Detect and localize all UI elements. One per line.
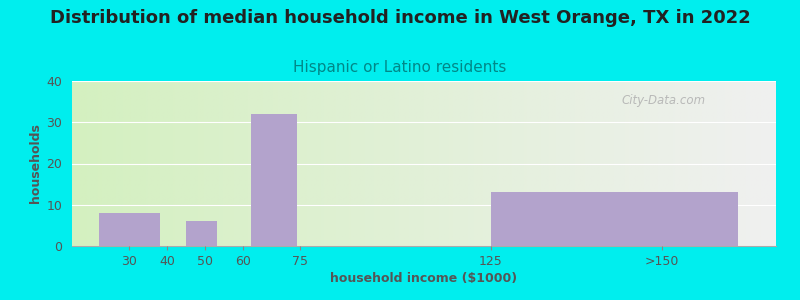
Y-axis label: households: households (30, 124, 42, 203)
Text: Hispanic or Latino residents: Hispanic or Latino residents (294, 60, 506, 75)
Text: City-Data.com: City-Data.com (621, 94, 706, 107)
X-axis label: household income ($1000): household income ($1000) (330, 272, 518, 285)
Bar (251, 114, 297, 246)
Bar (490, 192, 738, 246)
Text: Distribution of median household income in West Orange, TX in 2022: Distribution of median household income … (50, 9, 750, 27)
Bar (186, 221, 217, 246)
Bar (98, 213, 159, 246)
